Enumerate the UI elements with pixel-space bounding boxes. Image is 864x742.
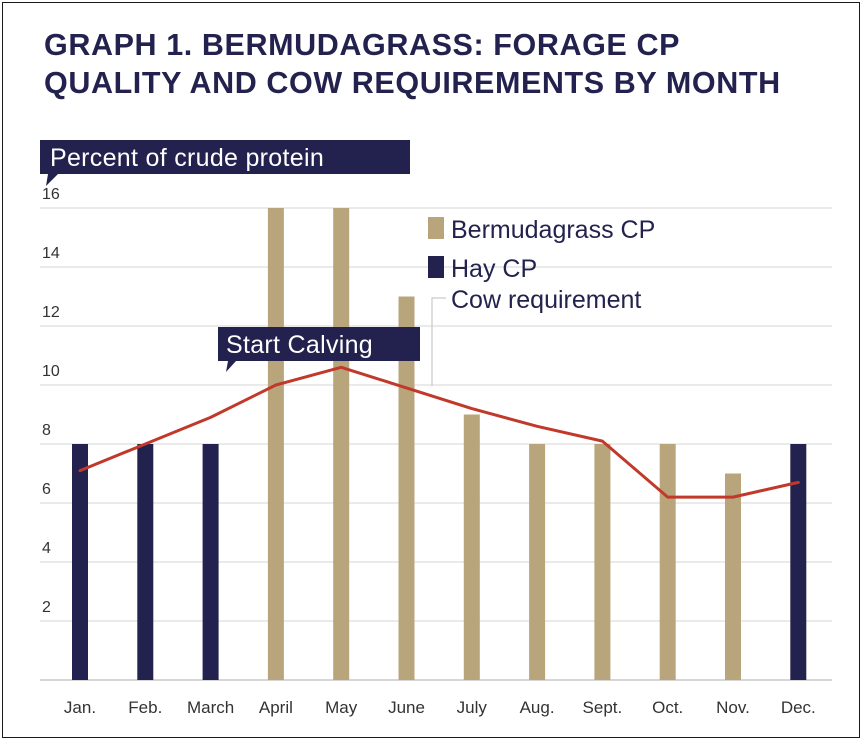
start-calving-annotation: Start Calving (218, 327, 420, 372)
x-tick-label: Feb. (128, 698, 162, 717)
x-tick-label: Aug. (520, 698, 555, 717)
legend-label-hay: Hay CP (451, 255, 537, 283)
bermudagrass-cp-bar (659, 444, 676, 680)
bermudagrass-cp-bar (333, 208, 350, 680)
y-tick-label: 14 (42, 245, 60, 262)
y-tick-label: 8 (42, 422, 51, 439)
x-tick-label: Dec. (781, 698, 816, 717)
hay-cp-bar (137, 444, 154, 680)
x-tick-label: Oct. (652, 698, 683, 717)
y-tick-label: 12 (42, 304, 60, 321)
legend: Bermudagrass CP Hay CP Cow requirement (428, 216, 655, 386)
y-tick-label: 2 (42, 599, 51, 616)
legend-label-cow-requirement: Cow requirement (451, 286, 641, 314)
legend-swatch-bermudagrass (428, 217, 444, 239)
x-tick-label: Jan. (64, 698, 96, 717)
legend-swatch-hay (428, 256, 444, 278)
y-tick-label: 4 (42, 540, 51, 557)
start-calving-label: Start Calving (226, 331, 373, 359)
y-axis-label: Percent of crude protein (50, 144, 324, 172)
hay-cp-bar (790, 444, 807, 680)
legend-leader-line (431, 297, 446, 386)
x-tick-label: June (388, 698, 425, 717)
chart-title-line-1: GRAPH 1. BERMUDAGRASS: FORAGE CP (44, 28, 681, 62)
x-tick-label: July (457, 698, 488, 717)
chart-title: GRAPH 1. BERMUDAGRASS: FORAGE CP QUALITY… (44, 26, 781, 102)
bermudagrass-cp-bar (725, 473, 741, 680)
bermudagrass-cp-bar (463, 414, 480, 680)
y-tick-label: 10 (42, 363, 60, 380)
cow-requirement-path (78, 365, 800, 499)
bermudagrass-cp-bar (398, 296, 415, 680)
x-tick-label: March (187, 698, 234, 717)
hay-cp-bar (72, 444, 88, 680)
x-tick-label: April (259, 698, 293, 717)
x-tick-label: Sept. (583, 698, 623, 717)
chart-title-line-2: QUALITY AND COW REQUIREMENTS BY MONTH (44, 66, 781, 100)
bars (72, 208, 807, 680)
y-tick-label: 16 (42, 186, 60, 203)
gridlines (40, 207, 832, 681)
bermudagrass-cp-bar (529, 444, 546, 680)
legend-label-bermudagrass: Bermudagrass CP (451, 216, 655, 244)
axis-labels: 2 4 6 8 10 12 14 16 Jan. Feb. March April May June Jul… (42, 186, 816, 717)
bermudagrass-cp-bar (594, 444, 611, 680)
hay-cp-bar (202, 444, 219, 680)
x-tick-label: Nov. (716, 698, 750, 717)
cow-requirement-line (78, 365, 800, 499)
x-tick-label: May (325, 698, 358, 717)
bermudagrass-cp-bar (267, 208, 284, 680)
y-tick-label: 6 (42, 481, 51, 498)
y-axis-label-box: Percent of crude protein (40, 140, 410, 186)
